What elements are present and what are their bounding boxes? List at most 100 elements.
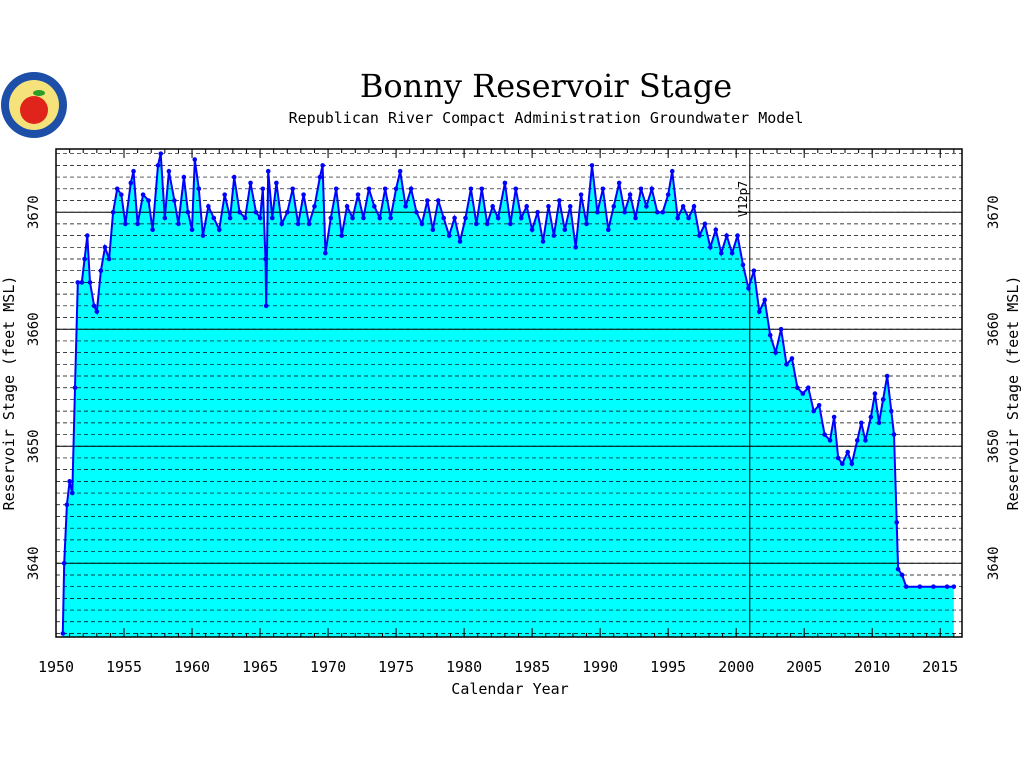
data-point <box>441 215 447 221</box>
data-point <box>253 209 259 215</box>
data-point <box>513 186 519 192</box>
data-point <box>660 209 666 215</box>
data-point <box>155 163 161 168</box>
data-point <box>872 391 878 396</box>
data-point <box>257 215 263 221</box>
data-point <box>106 256 112 262</box>
data-point <box>372 204 377 209</box>
data-point <box>773 350 778 355</box>
data-point <box>562 227 568 233</box>
data-point <box>573 245 578 250</box>
data-point <box>172 198 177 203</box>
data-point <box>595 209 600 215</box>
data-point <box>446 233 452 238</box>
data-point <box>729 250 735 256</box>
data-point <box>669 168 675 174</box>
data-point <box>242 215 248 221</box>
data-point <box>290 186 296 192</box>
data-point <box>718 250 724 256</box>
data-point <box>686 215 691 221</box>
x-tick-label: 1980 <box>446 658 482 676</box>
chart-subtitle: Republican River Compact Administration … <box>289 109 804 127</box>
data-point <box>452 215 457 221</box>
y-tick-label-right: 3650 <box>986 429 1002 463</box>
data-point <box>102 245 108 250</box>
data-point <box>917 584 923 589</box>
data-point <box>816 402 822 408</box>
data-point <box>150 227 155 233</box>
data-point <box>176 221 181 227</box>
y-axis-label: Reservoir Stage (feet MSL) <box>0 276 18 511</box>
data-point <box>680 204 686 209</box>
data-point <box>361 215 366 221</box>
data-point <box>200 233 206 238</box>
x-tick-label: 1985 <box>514 658 550 676</box>
data-point <box>118 192 124 197</box>
data-point <box>414 209 419 215</box>
data-point <box>123 221 128 227</box>
x-tick-label: 1970 <box>310 658 346 676</box>
data-point <box>393 186 399 192</box>
data-point <box>895 566 901 572</box>
data-point <box>708 245 713 250</box>
data-point <box>227 215 233 221</box>
data-point <box>931 584 936 589</box>
data-point <box>611 204 617 209</box>
data-point <box>490 204 495 209</box>
data-point <box>135 221 140 227</box>
y-tick-label: 3660 <box>26 312 42 346</box>
data-point <box>654 209 660 215</box>
data-point <box>263 303 269 309</box>
data-point <box>789 356 795 361</box>
data-point <box>713 227 719 233</box>
data-point <box>649 186 655 192</box>
data-point <box>366 186 372 192</box>
data-point <box>72 385 78 391</box>
data-point <box>189 227 195 233</box>
x-tick-label: 1990 <box>582 658 618 676</box>
data-point <box>323 250 328 256</box>
data-point <box>317 174 323 180</box>
x-tick-label: 1995 <box>650 658 686 676</box>
data-point <box>158 151 164 156</box>
data-point <box>425 198 430 203</box>
data-point <box>899 572 905 578</box>
data-point <box>951 584 957 589</box>
data-point <box>762 297 768 303</box>
data-point <box>868 414 874 420</box>
data-point <box>891 432 897 437</box>
data-point <box>260 186 266 192</box>
data-point <box>98 268 104 274</box>
x-axis-label: Calendar Year <box>451 680 568 698</box>
data-point <box>751 268 757 274</box>
x-tick-label: 2005 <box>786 658 822 676</box>
y-axis-label-right: Reservoir Stage (feet MSL) <box>1004 276 1022 511</box>
data-point <box>269 215 275 221</box>
data-point <box>697 233 702 238</box>
data-point <box>805 385 811 391</box>
data-point <box>835 455 841 461</box>
data-point <box>863 438 868 443</box>
data-point <box>540 239 546 244</box>
data-point <box>185 209 191 215</box>
data-point <box>784 362 789 367</box>
data-point <box>82 256 87 262</box>
data-point <box>162 215 168 221</box>
data-point <box>740 262 746 268</box>
data-point <box>301 192 306 197</box>
area-fill <box>62 153 954 637</box>
data-point <box>944 584 950 589</box>
data-point <box>627 192 633 197</box>
data-point <box>854 438 860 443</box>
data-point <box>457 239 463 244</box>
data-point <box>355 192 361 197</box>
data-point <box>295 221 301 227</box>
data-point <box>211 215 217 221</box>
data-point <box>397 168 403 174</box>
data-point <box>524 204 529 209</box>
data-point <box>206 204 211 209</box>
data-point <box>633 215 638 221</box>
data-point <box>638 186 644 192</box>
data-point <box>508 221 513 227</box>
